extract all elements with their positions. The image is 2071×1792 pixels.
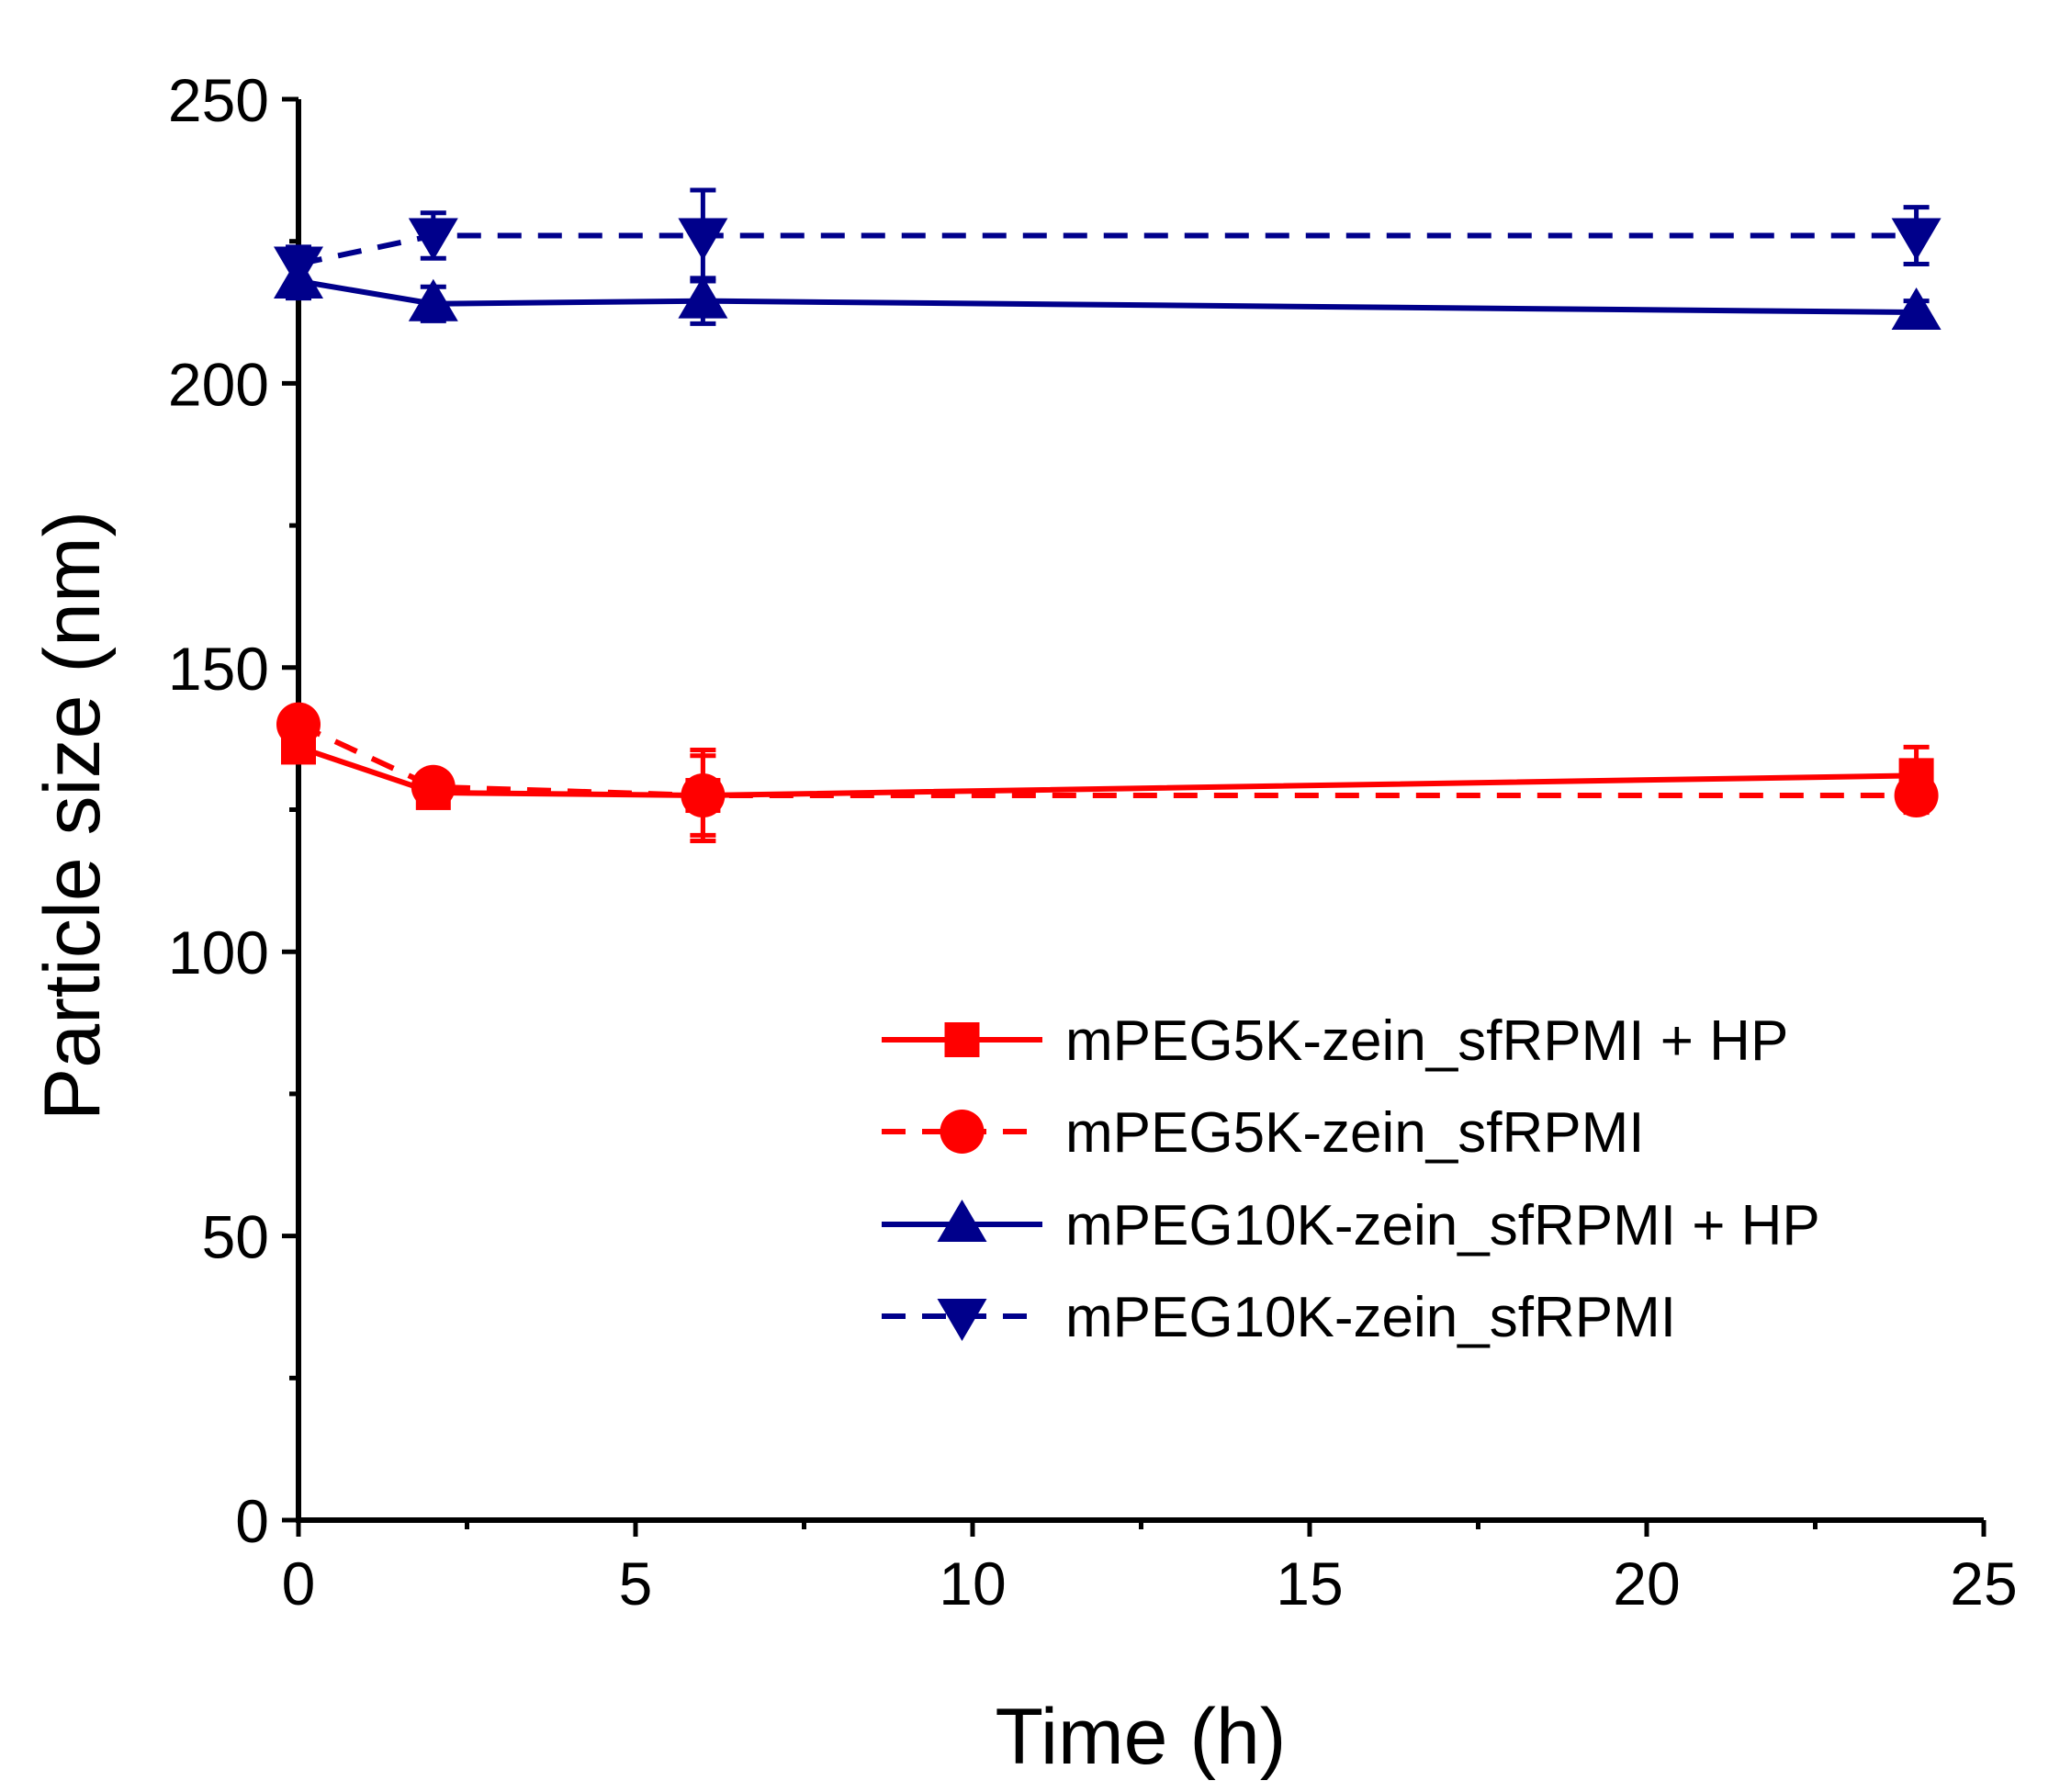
series-4-point (408, 218, 458, 261)
series-3-point (678, 276, 728, 319)
legend-label-3: mPEG10K-zein_sfRPMI + HP (1065, 1194, 1820, 1257)
series-4-point (274, 246, 323, 289)
y-tick-label-0: 0 (235, 1487, 269, 1555)
series-3-point (1891, 287, 1942, 331)
x-axis-title: Time (h) (996, 1693, 1287, 1781)
series-4 (274, 187, 1942, 289)
y-tick-label-250: 250 (168, 66, 269, 134)
series-1 (281, 729, 1934, 844)
series-4-point (678, 218, 728, 261)
series-2-point (276, 702, 321, 747)
y-tick-label-200: 200 (168, 350, 269, 418)
legend-marker-3 (937, 1200, 987, 1242)
y-tick-label-100: 100 (168, 919, 269, 986)
legend-label-2: mPEG5K-zein_sfRPMI (1065, 1101, 1645, 1165)
x-tick-label-20: 20 (1613, 1550, 1680, 1617)
x-tick-label-15: 15 (1276, 1550, 1343, 1617)
x-tick-label-5: 5 (619, 1550, 653, 1617)
series-3-point (408, 278, 458, 321)
series-layer (274, 187, 1942, 844)
y-tick-label-50: 50 (202, 1203, 269, 1271)
legend-marker-1 (944, 1022, 980, 1057)
legend-label-4: mPEG10K-zein_sfRPMI (1065, 1286, 1676, 1349)
series-2-point (681, 773, 726, 818)
legend: mPEG5K-zein_sfRPMI + HP mPEG5K-zein_sfRPM… (882, 1009, 1820, 1349)
series-4-line (298, 232, 1917, 267)
series-2-line (297, 721, 1917, 799)
legend-marker-4 (937, 1299, 987, 1341)
x-tick-label-10: 10 (939, 1550, 1006, 1617)
y-axis-title: Particle size (nm) (28, 511, 117, 1121)
legend-marker-2 (940, 1110, 985, 1154)
series-2-point (411, 764, 456, 809)
x-tick-label-0: 0 (282, 1550, 316, 1617)
series-2 (276, 702, 1939, 838)
legend-label-1: mPEG5K-zein_sfRPMI + HP (1065, 1009, 1788, 1073)
x-tick-label-25: 25 (1950, 1550, 2017, 1617)
series-2-point (1894, 773, 1939, 818)
series-4-point (1891, 218, 1942, 261)
series-3 (274, 256, 1942, 331)
series-1-line (298, 744, 1917, 799)
series-3-line (298, 278, 1917, 316)
y-tick-label-150: 150 (168, 635, 269, 703)
